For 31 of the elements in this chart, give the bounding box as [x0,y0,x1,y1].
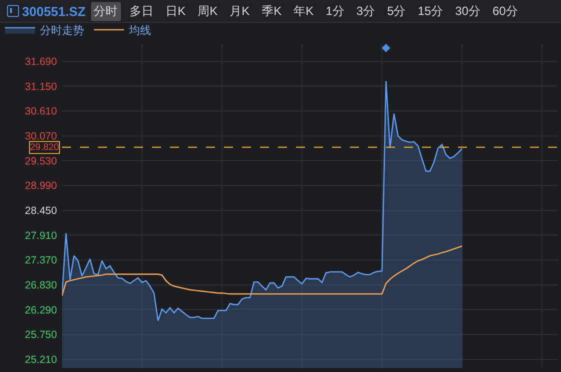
text: 日K [164,2,187,20]
text: 年K [292,2,315,20]
y-tick-label: 31.690 [24,56,58,68]
y-tick-label: 25.750 [24,329,58,342]
chart-title: 300551.SZ [22,4,86,18]
y-tick-label: 30.610 [24,106,58,118]
text: 1分 [324,2,346,20]
y-tick-label: 26.290 [24,304,58,316]
text: 月K [228,2,251,20]
legend-label: 分时走势 [40,24,84,38]
y-tick-label: 29.530 [24,155,58,168]
y-tick-label: 31.150 [24,80,58,93]
text: 周K [196,2,219,20]
text: 分时 [90,2,121,20]
text: 5分 [386,2,407,20]
text: 3分 [355,2,376,20]
y-tick-label: 26.830 [24,279,58,292]
y-tick-label: 30.070 [24,130,58,142]
text: 季K [260,2,283,20]
text: 60分 [491,2,519,20]
ref-line-label: 29.820 [30,142,60,153]
y-tick-label: 27.370 [24,254,58,267]
text: 15分 [416,2,444,20]
y-tick-label: 27.910 [24,230,58,242]
text: 30分 [454,2,482,20]
line-series [62,245,463,296]
legend-label: 均线 [128,24,151,38]
y-tick-label: 25.210 [24,354,58,366]
y-tick-label: 28.990 [24,180,58,192]
y-tick-label: 28.450 [24,204,58,217]
text: 多日 [128,2,155,20]
